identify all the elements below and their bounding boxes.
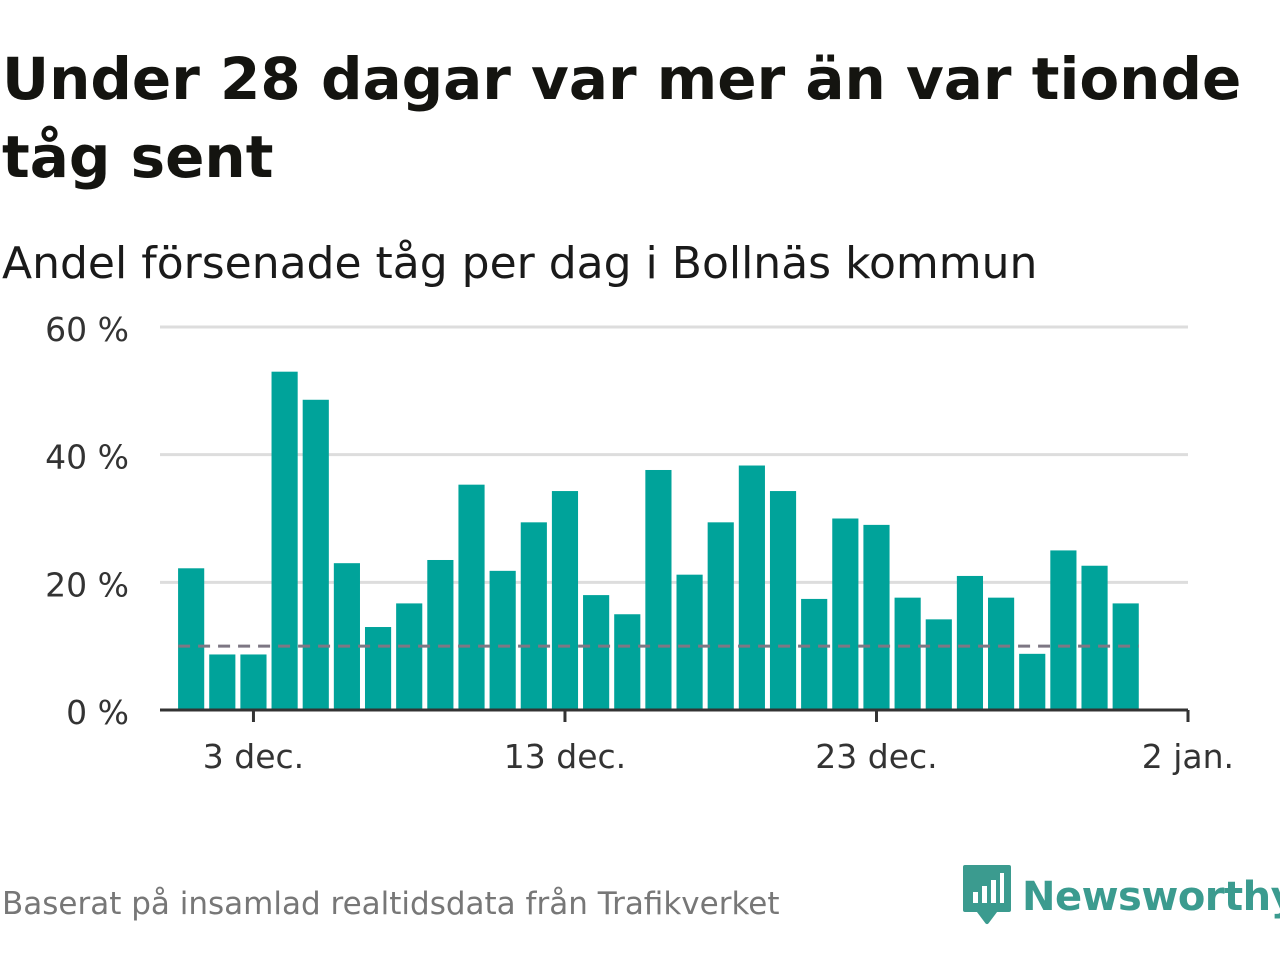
bar — [520, 522, 547, 710]
bar — [489, 570, 516, 710]
bar — [832, 518, 859, 710]
bar — [707, 522, 734, 710]
bar — [988, 597, 1015, 710]
bar — [676, 574, 703, 710]
bar — [863, 524, 890, 710]
x-tick-label: 23 dec. — [815, 737, 937, 776]
bars — [178, 371, 1139, 710]
source-note: Baserat på insamlad realtidsdata från Tr… — [2, 886, 780, 922]
y-axis-ticks: 0 % 20 % 40 % 60 % — [45, 310, 129, 732]
y-tick-label: 60 % — [45, 310, 129, 349]
bar — [271, 371, 298, 710]
bar — [333, 563, 360, 710]
x-tick-label: 3 dec. — [203, 737, 304, 776]
bar — [427, 559, 454, 710]
x-tick-label: 13 dec. — [504, 737, 626, 776]
bar — [1112, 603, 1139, 710]
bar — [458, 484, 485, 710]
brand-name: Newsworthy — [1022, 874, 1280, 920]
bar — [1050, 550, 1077, 710]
chart-title: Under 28 dagar var mer än var tionde tåg… — [2, 45, 1242, 191]
bar — [178, 568, 205, 710]
bar — [209, 654, 236, 710]
bar — [1081, 565, 1108, 710]
x-axis-ticks: 3 dec. 13 dec. 23 dec. 2 jan. — [203, 710, 1234, 776]
bar — [583, 595, 610, 710]
gridlines — [160, 325, 1188, 584]
y-tick-label: 0 % — [66, 693, 129, 732]
bar — [240, 654, 267, 710]
bar — [302, 399, 329, 710]
y-tick-label: 20 % — [45, 565, 129, 604]
bar — [894, 597, 921, 710]
y-tick-label: 40 % — [45, 438, 129, 477]
bar — [801, 598, 828, 710]
bar — [551, 491, 579, 710]
bar — [645, 469, 672, 710]
bar — [1019, 653, 1046, 710]
bar — [614, 614, 641, 710]
bar — [396, 603, 423, 710]
bar — [769, 491, 797, 710]
brand-logo: Newsworthy — [962, 864, 1280, 930]
bar — [925, 619, 952, 710]
bar-chart-speech-bubble-icon — [962, 864, 1012, 930]
bar — [738, 465, 765, 710]
x-tick-label: 2 jan. — [1142, 737, 1234, 776]
bar — [364, 627, 392, 710]
bar — [956, 575, 984, 710]
chart-subtitle: Andel försenade tåg per dag i Bollnäs ko… — [2, 238, 1038, 289]
